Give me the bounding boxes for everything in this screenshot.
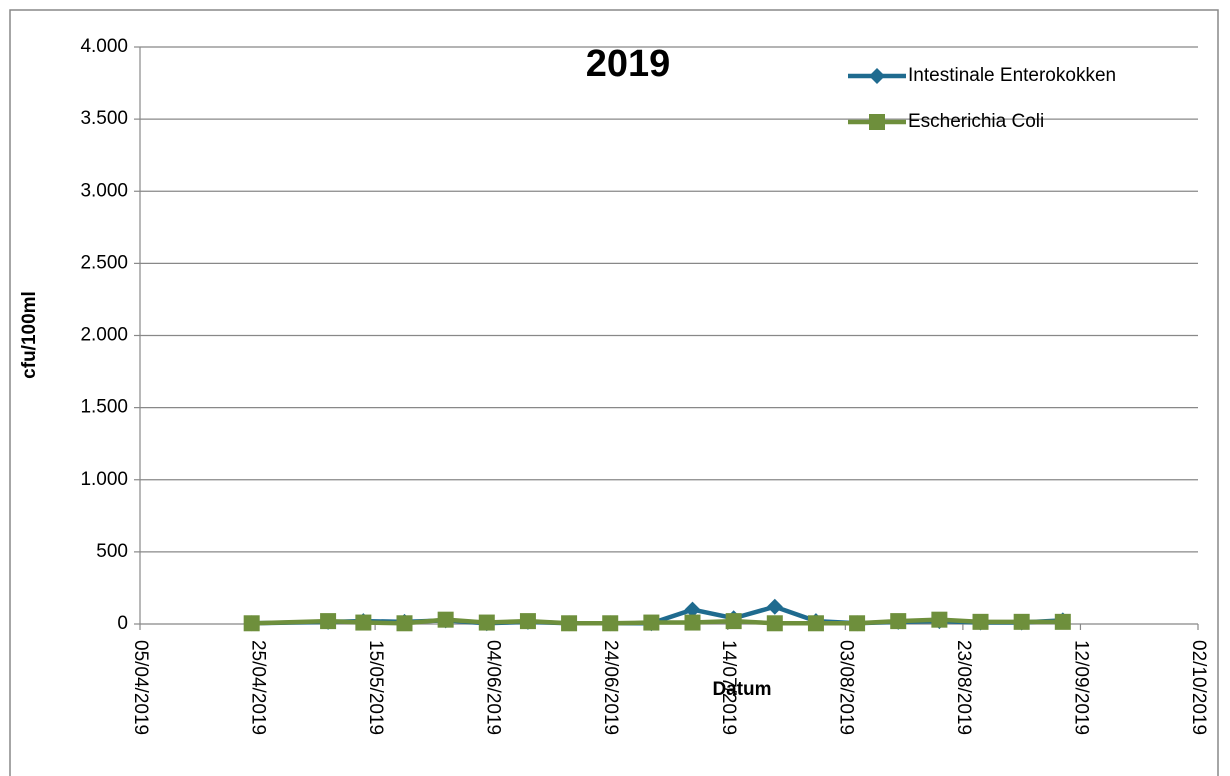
marker xyxy=(869,68,885,84)
y-tick-label: 2.500 xyxy=(80,252,128,273)
marker xyxy=(890,613,907,630)
x-tick-label: 05/04/2019 xyxy=(130,640,151,735)
y-tick-label: 1.000 xyxy=(80,469,128,490)
marker xyxy=(849,615,866,632)
x-tick-label: 03/08/2019 xyxy=(835,640,856,735)
y-tick-label: 500 xyxy=(96,541,128,562)
marker xyxy=(561,615,578,632)
legend-label: Intestinale Enterokokken xyxy=(908,65,1116,86)
y-axis-label: cfu/100ml xyxy=(19,291,40,379)
x-tick-label: 02/10/2019 xyxy=(1188,640,1209,735)
marker xyxy=(243,615,260,632)
chart-title: 2019 xyxy=(586,43,671,85)
legend-label: Escherichia Coli xyxy=(908,111,1044,132)
marker xyxy=(320,613,337,630)
x-tick-label: 25/04/2019 xyxy=(248,640,269,735)
x-tick-label: 24/06/2019 xyxy=(600,640,621,735)
y-tick-label: 3.500 xyxy=(80,108,128,129)
marker xyxy=(766,598,783,615)
marker xyxy=(931,611,948,628)
x-tick-label: 12/09/2019 xyxy=(1070,640,1091,735)
y-tick-label: 2.000 xyxy=(80,325,128,346)
marker xyxy=(807,615,824,632)
x-tick-label: 14/07/2019 xyxy=(718,640,739,735)
x-tick-label: 23/08/2019 xyxy=(953,640,974,735)
x-tick-label: 15/05/2019 xyxy=(365,640,386,735)
marker xyxy=(869,114,885,130)
y-tick-label: 4.000 xyxy=(80,36,128,57)
marker xyxy=(684,614,701,631)
marker xyxy=(972,613,989,630)
marker xyxy=(602,615,619,632)
marker xyxy=(684,601,701,618)
y-tick-label: 3.000 xyxy=(80,180,128,201)
y-tick-label: 0 xyxy=(117,613,128,634)
chart-border xyxy=(9,9,1219,776)
marker xyxy=(396,615,413,632)
marker xyxy=(1013,613,1030,630)
x-axis-label: Datum xyxy=(712,679,771,700)
x-tick-label: 04/06/2019 xyxy=(483,640,504,735)
marker xyxy=(355,614,372,631)
y-tick-label: 1.500 xyxy=(80,397,128,418)
marker xyxy=(725,613,742,630)
marker xyxy=(437,611,454,628)
marker xyxy=(643,614,660,631)
marker xyxy=(519,613,536,630)
marker xyxy=(478,614,495,631)
marker xyxy=(1054,613,1071,630)
marker xyxy=(766,615,783,632)
